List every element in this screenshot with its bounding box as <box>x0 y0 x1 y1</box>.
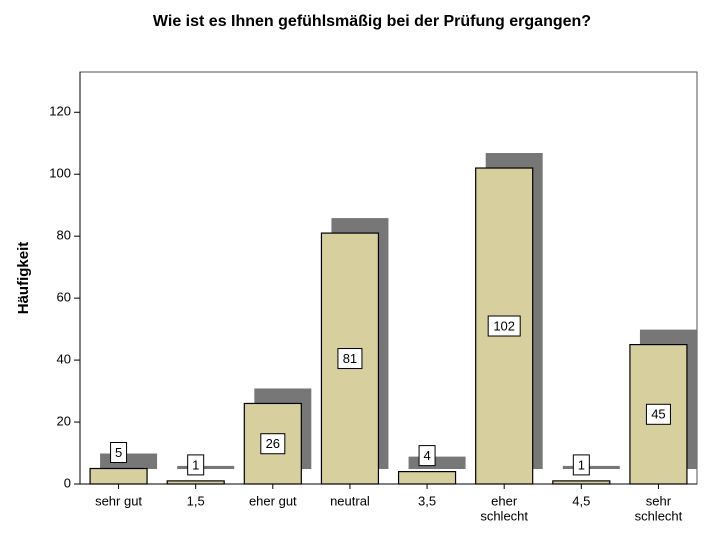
x-tick-label: 4,5 <box>572 493 590 508</box>
value-label: 5 <box>115 445 122 460</box>
y-tick-label: 0 <box>64 475 71 490</box>
x-tick-label: eher <box>491 493 518 508</box>
value-label-box <box>110 442 128 464</box>
x-tick-label: sehr gut <box>95 493 142 508</box>
y-tick-label: 20 <box>57 413 71 428</box>
x-tick-label: schlecht <box>635 508 683 523</box>
x-tick-label: eher gut <box>249 493 297 508</box>
value-label: 26 <box>266 436 280 451</box>
x-tick-label: neutral <box>330 493 370 508</box>
value-label: 1 <box>192 457 199 472</box>
value-label-box <box>337 348 363 370</box>
value-label-box <box>260 433 286 455</box>
value-label: 45 <box>651 407 665 422</box>
value-label-box <box>572 454 590 476</box>
x-tick-label: sehr <box>646 493 672 508</box>
y-tick-label: 40 <box>57 352 71 367</box>
bar-shadow <box>100 453 158 469</box>
value-label: 102 <box>493 318 515 333</box>
x-tick-label: 1,5 <box>187 493 205 508</box>
value-label-box <box>418 445 436 467</box>
value-label-box <box>187 454 205 476</box>
x-tick-label: schlecht <box>480 508 528 523</box>
bar <box>397 471 457 485</box>
chart-title: Wie ist es Ihnen gefühlsmäßig bei der Pr… <box>153 13 591 30</box>
value-label: 81 <box>343 351 357 366</box>
y-axis-label: Häufigkeit <box>15 242 32 315</box>
value-label: 1 <box>578 457 585 472</box>
bar <box>89 467 148 485</box>
value-label: 4 <box>423 448 430 463</box>
y-tick-label: 60 <box>57 290 71 305</box>
bar <box>166 480 225 485</box>
value-label-box <box>645 403 671 425</box>
bar-shadow <box>408 456 466 469</box>
plot-frame <box>79 71 698 485</box>
y-tick-label: 80 <box>57 228 71 243</box>
bar-shadow <box>177 465 235 469</box>
x-tick-label: 3,5 <box>418 493 436 508</box>
y-tick-label: 120 <box>49 104 71 119</box>
bar-shadow <box>562 465 620 469</box>
value-label-box <box>487 315 521 337</box>
y-tick-label: 100 <box>49 166 71 181</box>
bar <box>552 480 611 485</box>
